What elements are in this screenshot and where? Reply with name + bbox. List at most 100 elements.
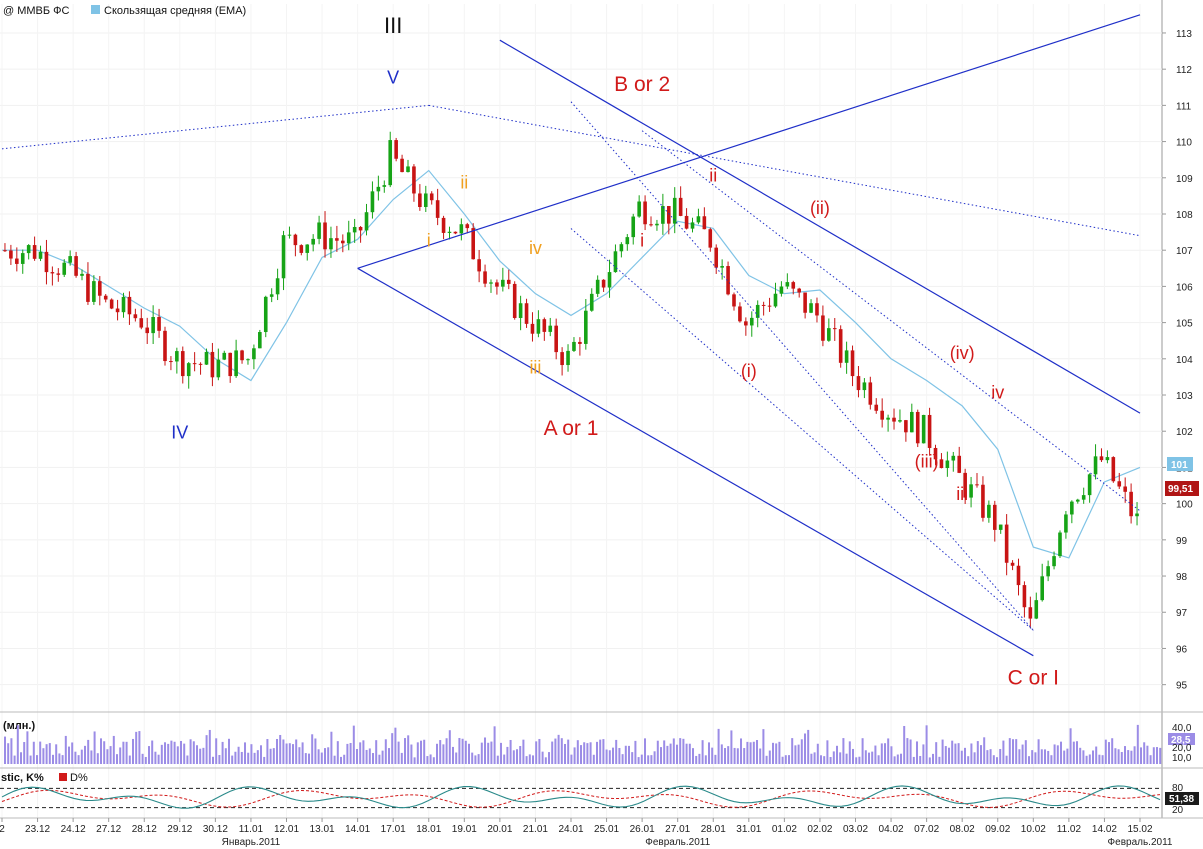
candle-body bbox=[471, 228, 476, 260]
candle-body bbox=[904, 420, 908, 433]
date-tick-label: 12.01 bbox=[274, 824, 299, 835]
ema-line bbox=[2, 169, 1141, 559]
volume-bar bbox=[906, 738, 909, 764]
volume-bar bbox=[42, 748, 45, 764]
candle-body bbox=[1105, 457, 1110, 461]
volume-bar bbox=[404, 738, 406, 764]
volume-bar bbox=[1111, 738, 1114, 764]
wave-label: V bbox=[387, 68, 399, 88]
candle-body bbox=[501, 279, 505, 287]
d-legend-swatch bbox=[59, 773, 67, 781]
candle-body bbox=[216, 359, 221, 378]
volume-bar bbox=[128, 755, 131, 764]
date-tick-label: 13.01 bbox=[310, 824, 335, 835]
date-tick-label: 11.01 bbox=[239, 824, 264, 835]
date-tick-label: 27.12 bbox=[96, 824, 121, 835]
volume-bar bbox=[13, 755, 16, 764]
candle-body bbox=[548, 325, 553, 332]
volume-bar bbox=[452, 746, 454, 764]
candle-body bbox=[815, 303, 819, 316]
price-tick-label: 107 bbox=[1176, 246, 1193, 257]
volume-bar bbox=[356, 749, 358, 764]
date-tick-label: 15.02 bbox=[1127, 824, 1152, 835]
candle-body bbox=[1046, 566, 1050, 577]
candle-body bbox=[749, 317, 754, 326]
volume-bar bbox=[189, 739, 192, 764]
ema-line-group bbox=[2, 169, 1141, 559]
volume-bar bbox=[1079, 747, 1082, 764]
candle-body bbox=[518, 303, 523, 318]
candle-body bbox=[127, 296, 132, 315]
volume-bar bbox=[429, 754, 432, 764]
volume-bar bbox=[1015, 739, 1018, 764]
volume-bar bbox=[154, 751, 157, 764]
volume-bar bbox=[157, 754, 160, 764]
volume-bar bbox=[167, 743, 170, 764]
volume-bar bbox=[804, 733, 806, 764]
volume-bar bbox=[541, 751, 544, 764]
volume-bar bbox=[717, 728, 720, 764]
candle-body bbox=[678, 197, 683, 216]
volume-bar bbox=[948, 747, 950, 764]
volume-bar bbox=[919, 755, 922, 764]
volume-bar bbox=[173, 741, 176, 764]
volume-bar bbox=[375, 740, 378, 764]
date-tick-label: 20.01 bbox=[487, 824, 512, 835]
wave-label: (ii) bbox=[810, 198, 830, 218]
candle-body bbox=[477, 259, 481, 272]
volume-bar bbox=[602, 739, 605, 764]
volume-bar bbox=[29, 755, 32, 764]
volume-bar bbox=[800, 739, 803, 764]
candle-body bbox=[139, 318, 144, 328]
candle-body bbox=[1111, 457, 1116, 482]
candle-body bbox=[56, 273, 61, 275]
ema-price-badge bbox=[1167, 457, 1193, 471]
volume-bar bbox=[1143, 742, 1146, 764]
volume-bar bbox=[272, 748, 275, 764]
volume-bar bbox=[922, 744, 925, 764]
volume-bar bbox=[624, 745, 627, 764]
date-tick-label: 08.02 bbox=[950, 824, 975, 835]
candle-body bbox=[115, 308, 120, 313]
candle-body bbox=[323, 222, 327, 250]
candle-body bbox=[1093, 456, 1098, 475]
volume-tick-10: 10,0 bbox=[1172, 753, 1192, 764]
volume-bar bbox=[794, 745, 797, 764]
candle-body bbox=[341, 240, 345, 244]
candle-body bbox=[809, 303, 813, 313]
candle-body bbox=[779, 286, 784, 294]
candle-body bbox=[103, 295, 108, 300]
volume-panel-title: (млн.) bbox=[3, 720, 35, 732]
volume-bar bbox=[682, 738, 685, 764]
date-tick-label: 25.01 bbox=[594, 824, 619, 835]
candle-body bbox=[921, 414, 926, 444]
volume-bar bbox=[656, 740, 659, 764]
volume-bar bbox=[455, 752, 458, 764]
volume-bar bbox=[266, 739, 269, 764]
date-tick-label: 11.02 bbox=[1057, 824, 1082, 835]
volume-bar bbox=[628, 745, 630, 764]
wave-label: (i) bbox=[741, 361, 757, 381]
date-tick-label: 2 bbox=[0, 824, 5, 835]
volume-bar bbox=[410, 744, 413, 764]
candle-body bbox=[702, 216, 707, 230]
volume-bar bbox=[1018, 749, 1021, 764]
date-tick-label: 18.01 bbox=[416, 824, 441, 835]
volume-bar bbox=[1008, 738, 1011, 764]
volume-bar bbox=[1120, 752, 1123, 764]
volume-bar bbox=[176, 746, 179, 764]
volume-bar bbox=[884, 743, 886, 764]
candle-body bbox=[1058, 532, 1062, 557]
volume-bar bbox=[1044, 749, 1046, 764]
volume-bar bbox=[148, 746, 150, 764]
volume-bar bbox=[1149, 755, 1152, 764]
volume-bar bbox=[528, 754, 531, 764]
volume-bar bbox=[752, 741, 755, 764]
volume-bar bbox=[349, 742, 352, 764]
volume-bar bbox=[612, 747, 614, 764]
price-tick-label: 103 bbox=[1176, 391, 1193, 402]
volume-bar bbox=[679, 738, 682, 764]
candle-body bbox=[761, 304, 766, 306]
volume-bar bbox=[973, 752, 976, 764]
